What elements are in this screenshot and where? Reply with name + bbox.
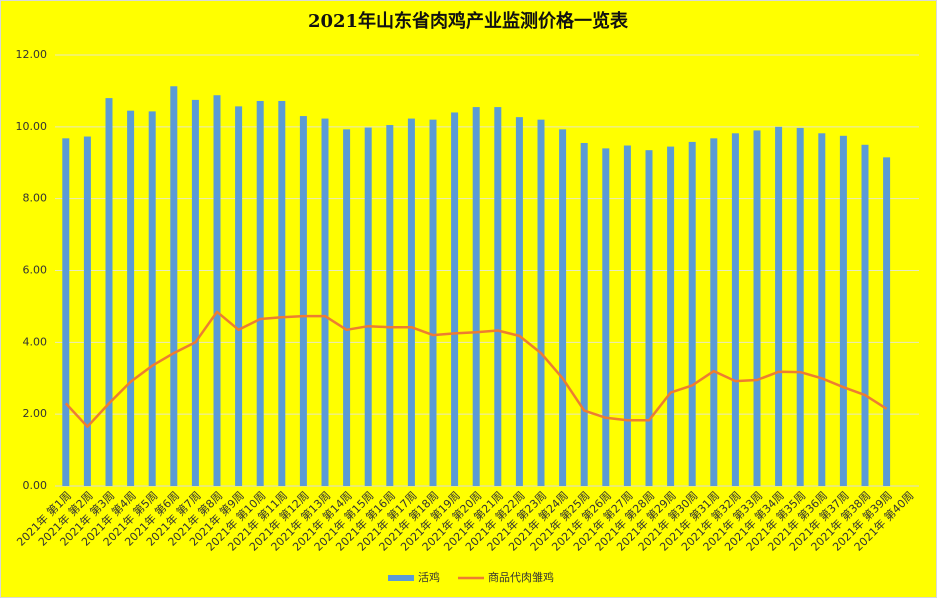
bar	[775, 126, 783, 486]
y-tick-label: 8.00	[23, 192, 48, 205]
bar	[62, 138, 70, 486]
bar	[559, 129, 567, 486]
bar	[105, 98, 113, 486]
legend-swatch	[388, 575, 414, 581]
bar	[213, 95, 221, 486]
bar	[321, 118, 329, 486]
bar	[148, 111, 156, 487]
bar	[364, 127, 372, 486]
bar	[515, 117, 523, 486]
legend-label: 活鸡	[418, 570, 440, 584]
bar	[645, 150, 653, 486]
bar	[494, 107, 502, 487]
bar	[83, 136, 91, 487]
bar	[235, 106, 243, 486]
legend-label: 商品代肉雏鸡	[488, 570, 554, 584]
bar	[429, 119, 437, 487]
bar	[839, 135, 847, 486]
y-tick-label: 12.00	[16, 48, 48, 61]
bar	[451, 112, 459, 486]
line	[64, 310, 888, 428]
bar	[580, 142, 588, 486]
bar	[299, 116, 307, 486]
bar	[170, 86, 178, 486]
bar	[602, 148, 610, 486]
bar	[386, 125, 394, 486]
bar	[731, 133, 739, 486]
y-tick-label: 0.00	[23, 479, 48, 492]
bar	[191, 99, 199, 486]
bar	[818, 133, 826, 486]
bar	[623, 145, 631, 486]
bar	[127, 110, 135, 486]
bar	[796, 127, 804, 487]
bar	[753, 130, 761, 487]
bar	[278, 100, 286, 487]
bar	[710, 138, 718, 486]
bar	[667, 146, 675, 486]
bar	[407, 118, 415, 486]
bar	[343, 129, 351, 486]
bar	[537, 119, 545, 487]
y-tick-label: 4.00	[23, 335, 48, 348]
bar	[472, 107, 480, 487]
bar	[883, 157, 891, 487]
y-tick-label: 6.00	[23, 264, 48, 277]
y-tick-label: 10.00	[16, 120, 48, 133]
bar	[861, 144, 869, 486]
bar	[688, 141, 696, 486]
bar	[256, 100, 264, 487]
chart-title: 2021年山东省肉鸡产业监测价格一览表	[308, 10, 629, 32]
y-tick-label: 2.00	[23, 407, 48, 420]
